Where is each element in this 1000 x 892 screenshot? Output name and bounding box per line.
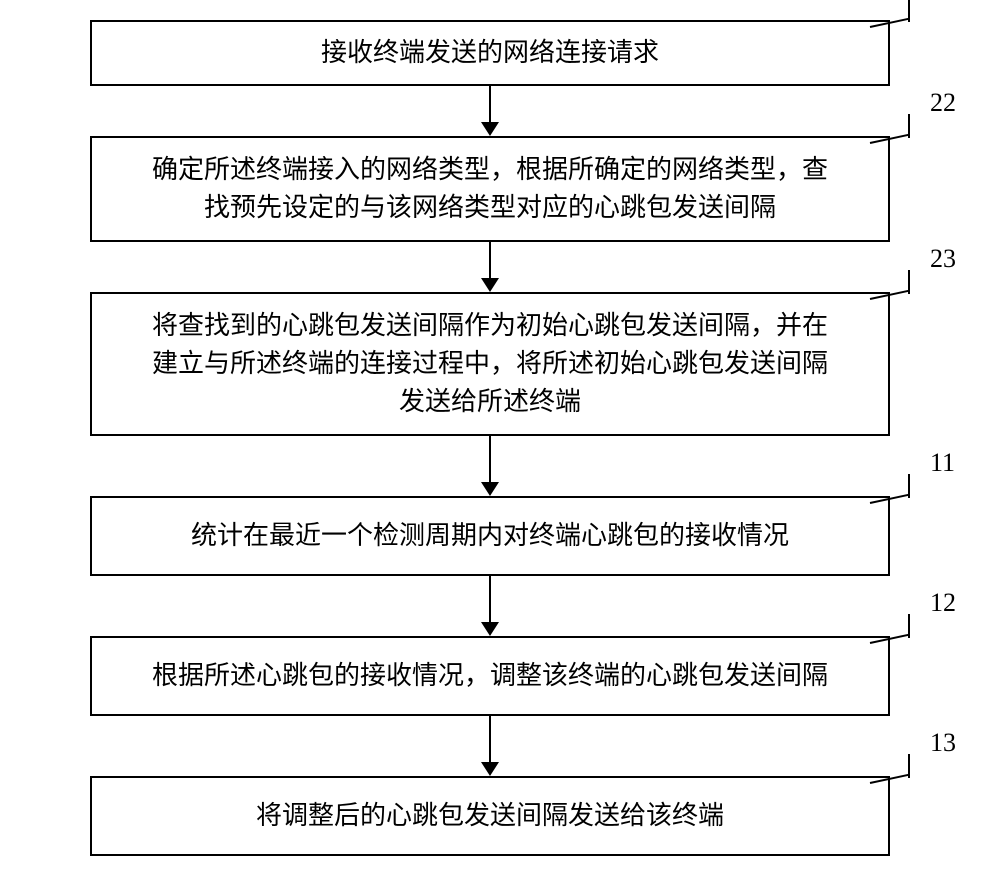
flowchart-canvas: 接收终端发送的网络连接请求 21 确定所述终端接入的网络类型，根据所确定的网络类型，… (0, 0, 1000, 892)
flow-node-n22: 确定所述终端接入的网络类型，根据所确定的网络类型，查 找预先设定的与该网络类型对… (90, 136, 890, 242)
flow-node-text: 确定所述终端接入的网络类型，根据所确定的网络类型，查 找预先设定的与该网络类型对… (152, 151, 828, 226)
flow-node-n23: 将查找到的心跳包发送间隔作为初始心跳包发送间隔，并在 建立与所述终端的连接过程中… (90, 292, 890, 436)
flow-node-text: 将调整后的心跳包发送间隔发送给该终端 (256, 797, 724, 835)
leader-line (908, 0, 910, 22)
leader-line (908, 754, 910, 778)
flow-node-text: 根据所述心跳包的接收情况，调整该终端的心跳包发送间隔 (152, 657, 828, 695)
flow-node-text: 将查找到的心跳包发送间隔作为初始心跳包发送间隔，并在 建立与所述终端的连接过程中… (152, 307, 828, 420)
step-label-12: 12 (930, 588, 956, 618)
flow-arrow (489, 86, 491, 122)
leader-line (908, 270, 910, 294)
flow-arrow (489, 436, 491, 482)
arrow-head-icon (481, 122, 499, 136)
flow-node-n12: 根据所述心跳包的接收情况，调整该终端的心跳包发送间隔 (90, 636, 890, 716)
flow-node-n21: 接收终端发送的网络连接请求 (90, 20, 890, 86)
leader-line (908, 114, 910, 138)
arrow-head-icon (481, 278, 499, 292)
arrow-head-icon (481, 622, 499, 636)
flow-node-text: 统计在最近一个检测周期内对终端心跳包的接收情况 (191, 517, 789, 555)
flow-arrow (489, 576, 491, 622)
flow-node-text: 接收终端发送的网络连接请求 (321, 34, 659, 72)
step-label-13: 13 (930, 728, 956, 758)
step-label-21: 21 (930, 0, 956, 2)
flow-node-n13: 将调整后的心跳包发送间隔发送给该终端 (90, 776, 890, 856)
flow-node-n11: 统计在最近一个检测周期内对终端心跳包的接收情况 (90, 496, 890, 576)
flow-arrow (489, 242, 491, 278)
arrow-head-icon (481, 762, 499, 776)
step-label-11: 11 (930, 448, 955, 478)
step-label-23: 23 (930, 244, 956, 274)
step-label-22: 22 (930, 88, 956, 118)
flow-arrow (489, 716, 491, 762)
leader-line (908, 614, 910, 638)
leader-line (908, 474, 910, 498)
arrow-head-icon (481, 482, 499, 496)
